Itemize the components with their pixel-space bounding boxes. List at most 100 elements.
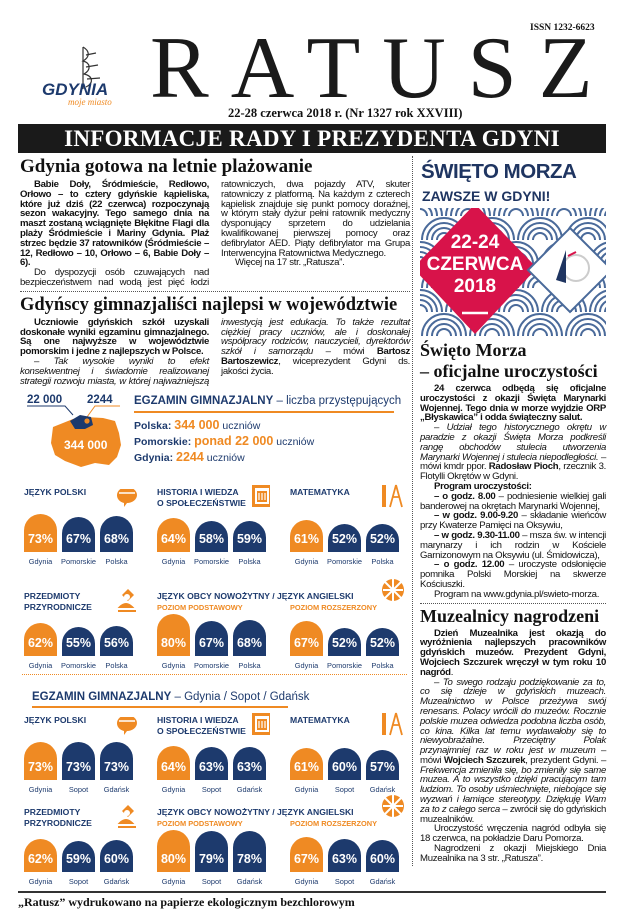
- footer-rule: [18, 891, 606, 893]
- subject-title: PRZEDMIOTY PRZYRODNICZE: [24, 807, 92, 829]
- section-divider: [22, 674, 407, 676]
- paragraph: Babie Doły, Śródmieście, Redłowo, Orłowo…: [20, 180, 209, 268]
- text-run: – o godz. 8.00: [434, 490, 496, 502]
- subject-title: MATEMATYKA: [290, 487, 350, 498]
- text-run: , wiceprezydent Gdyni ds. jakości życia.: [221, 355, 410, 377]
- subject-result-group: JĘZYK POLSKI 73% Gdynia 73% Sopot 73% Gdańsk: [24, 714, 149, 805]
- map-label-polska: 344 000: [64, 438, 108, 453]
- subject-title: HISTORIA I WIEDZA O SPOŁECZEŃSTWIE: [157, 715, 246, 737]
- subject-result-group: PRZEDMIOTY PRZYRODNICZE 62% Gdynia 59% Sopot…: [24, 805, 149, 897]
- paragraph: Uczniowie gdyńskich szkół uzyskali dosko…: [20, 316, 209, 358]
- subject-title: JĘZYK POLSKI: [24, 715, 87, 726]
- uk-flag-icon: [380, 577, 406, 603]
- paragraph: – o godz. 12.00 – uroczyste odsłonięcie …: [420, 560, 606, 589]
- section2-heading-sub: – Gdynia / Sopot / Gdańsk: [171, 691, 310, 704]
- result-label: Sopot: [68, 785, 89, 795]
- result-label: Pomorskie: [327, 557, 362, 567]
- divider: [420, 602, 606, 604]
- wave-arc: [426, 318, 462, 336]
- poster-dates: 22-24 CZERWCA 2018: [420, 232, 530, 298]
- text-run: Uczniowie gdyńskich szkół uzyskali dosko…: [20, 316, 209, 358]
- wave-arc: [580, 232, 596, 241]
- wave-arc: [599, 208, 605, 217]
- headline-line-1: Święto Morza: [420, 340, 527, 360]
- text-run: – msza św. w intencji marynarzy i ich ro…: [420, 529, 606, 561]
- subject-result-group: PRZEDMIOTY PRZYRODNICZE 62% Gdynia 55% Pomor…: [24, 589, 149, 681]
- wave-arc: [503, 208, 529, 217]
- result-label: Gdańsk: [103, 877, 130, 887]
- result-tile: 62%: [24, 839, 57, 873]
- map-label-pomorskie: 22 000: [27, 394, 63, 407]
- paragraph: – Udział tego historycznego okrętu w par…: [420, 423, 606, 482]
- wave-arc: [503, 299, 529, 313]
- wave-arc: [420, 294, 438, 313]
- subject-result-group: JĘZYK POLSKI 73% Gdynia 67% Pomorskie 68% Pols…: [24, 486, 149, 577]
- sailboat-icon: [556, 250, 590, 283]
- wave-arc: [508, 304, 524, 313]
- wave-arc: [420, 304, 428, 313]
- wave-arc: [546, 208, 582, 217]
- result-tile: 67%: [62, 516, 95, 553]
- text-run: 24 czerwca odbędą się oficjalne uroczyst…: [420, 383, 606, 424]
- subject-title: JĘZYK POLSKI: [24, 487, 87, 498]
- text-run: Więcej na 17 str. „Ratusza”.: [235, 257, 345, 269]
- text-run: – Tak wysokie wyniki to efekt konsekwent…: [20, 316, 410, 387]
- wave-arc: [484, 328, 500, 336]
- wave-arc: [604, 258, 606, 265]
- text-run: Program uroczystości:: [434, 480, 532, 492]
- result-label: Gdynia: [28, 557, 53, 567]
- uk-flag-icon: [380, 793, 406, 819]
- text-run: Nagrodzeni z okazji Miejskiego Dnia Muze…: [420, 843, 606, 864]
- map-label-gdynia: 2244: [87, 394, 113, 407]
- text-run: Dzień Muzealnika jest okazją do wyróżnie…: [420, 627, 606, 678]
- result-tile: 67%: [195, 620, 228, 657]
- subject-title: MATEMATYKA: [290, 715, 350, 726]
- section2-heading-main: EGZAMIN GIMNAZJALNY: [32, 691, 172, 704]
- line-value: 2244: [176, 450, 204, 465]
- text-run: , rzecznik 3. Flotylli Okrętów w Gdyni.: [420, 461, 606, 483]
- poster-year: 2018: [453, 276, 497, 297]
- result-label: Gdańsk: [236, 785, 263, 795]
- result-label: Pomorskie: [327, 661, 362, 671]
- article-beach-headline: Gdynia gotowa na letnie plażowanie: [20, 156, 313, 177]
- paragraph: Uroczystość wręczenia nagród odbyła się …: [420, 824, 606, 844]
- result-label: Gdynia: [28, 877, 53, 887]
- text-run: – mówi: [313, 346, 377, 358]
- article-museum-body: Dzień Muzealnika jest okazją do wyróżnie…: [420, 627, 606, 864]
- subject-result-group: POZIOM PODSTAWOWY 80% Gdynia 67% Pomorskie 68…: [157, 591, 282, 681]
- poland-map-icon: [27, 405, 121, 468]
- result-tile: 80%: [157, 614, 190, 657]
- result-label: Gdańsk: [103, 785, 130, 795]
- text-run: – o godz. 12.00: [434, 559, 505, 571]
- subject-result-group: POZIOM ROZSZERZONY 67% Gdynia 63% Sopot 60% Gd…: [290, 795, 415, 897]
- article-beach-body: Babie Doły, Śródmieście, Redłowo, Orłowo…: [20, 180, 410, 288]
- poster-diamonds: [420, 208, 606, 334]
- poster-month: CZERWCA: [426, 254, 524, 275]
- result-label: Gdynia: [161, 557, 186, 567]
- result-tile: 73%: [62, 741, 95, 781]
- language-subject-title: JĘZYK OBCY NOWOŻYTNY / JĘZYK ANGIELSKI: [157, 591, 354, 602]
- wave-arc: [527, 323, 553, 336]
- logo-diamond: [526, 226, 606, 314]
- result-tile: 80%: [157, 830, 190, 873]
- text-run: – Udział tego historycznego okrętu w par…: [420, 422, 606, 463]
- result-tile: 52%: [366, 524, 399, 553]
- microscope-icon: [114, 587, 140, 613]
- article-sea-headline: Święto Morza – oficjalne uroczystości: [420, 340, 606, 382]
- book-column-icon: [249, 711, 275, 737]
- summary-title-sub: – liczba przystępujących: [273, 395, 402, 408]
- issue-date: 22-28 czerwca 2018 r. (Nr 1327 rok XXVII…: [228, 106, 463, 120]
- result-tile: 79%: [195, 830, 228, 873]
- right-column: ŚWIĘTO MORZA ZAWSZE W GDYNI! 22-24 CZERW…: [412, 156, 606, 866]
- wave-arc: [450, 208, 486, 217]
- gdynia-logo: GDYNIA moje miasto: [42, 46, 112, 107]
- result-label: Sopot: [334, 785, 355, 795]
- speech-bubble-icon: [114, 483, 140, 509]
- result-label: Pomorskie: [61, 557, 96, 567]
- ruler-compass-icon: [380, 483, 406, 509]
- wave-arc: [580, 328, 596, 336]
- result-tile: 60%: [366, 840, 399, 873]
- result-label: Gdynia: [161, 877, 186, 887]
- result-tile: 62%: [24, 623, 57, 657]
- result-label: Gdańsk: [369, 785, 396, 795]
